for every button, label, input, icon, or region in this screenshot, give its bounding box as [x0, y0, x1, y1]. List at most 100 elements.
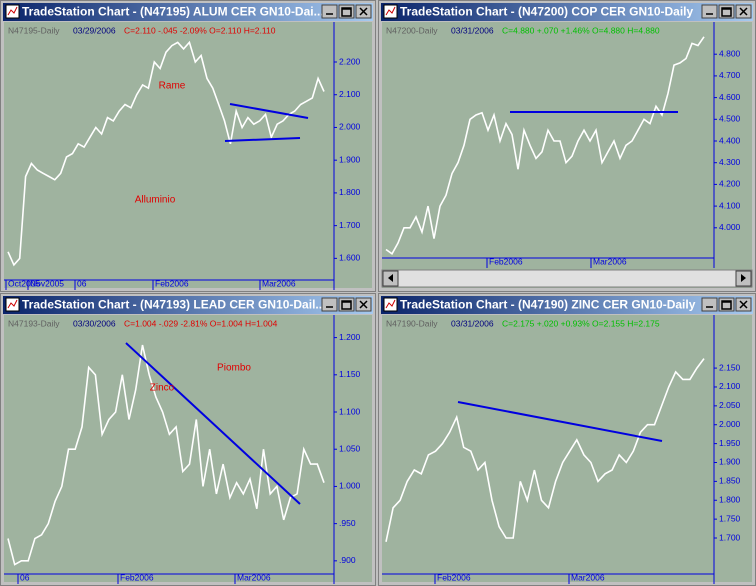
x-tick-label: Feb2006: [489, 256, 523, 266]
quote-date: 03/30/2006: [73, 318, 116, 328]
title-bar: [381, 296, 753, 314]
y-tick-label: 1.700: [719, 532, 741, 542]
annotation: Piombo: [217, 363, 251, 374]
maximize-glyph: [341, 300, 352, 310]
y-tick-label: 4.400: [719, 135, 741, 145]
x-tick-label: Nov2005: [30, 278, 64, 288]
window-icon-glyph: [385, 299, 396, 309]
trend-line: [125, 342, 301, 505]
x-tick-label: Feb2006: [155, 278, 189, 288]
symbol-name: N47190-Daily: [386, 318, 438, 328]
y-tick-label: 2.000: [339, 122, 361, 132]
title-bar: [3, 3, 373, 21]
y-tick-label: 4.500: [719, 114, 741, 124]
y-tick-label: 4.700: [719, 70, 741, 80]
x-tick-label: Feb2006: [437, 572, 471, 582]
plot-area: [382, 22, 752, 288]
annotation: Zinco: [150, 383, 175, 394]
window-icon-glyph: [385, 6, 396, 16]
y-tick-label: 2.000: [719, 419, 741, 429]
y-tick-label: 2.050: [719, 400, 741, 410]
quote: C=4.880 +.070 +1.46% O=4.880 H=4.880: [502, 25, 660, 35]
chart-window: TradeStation Chart - (N47200) COP CER GN…: [159, 0, 756, 292]
y-tick-label: .950: [339, 518, 356, 528]
window-title: TradeStation Chart - (N47193) LEAD CER G…: [22, 298, 325, 312]
quote: C=1.004 -.029 -2.81% O=1.004 H=1.004: [124, 318, 278, 328]
y-tick-label: 1.750: [719, 513, 741, 523]
minimize-button[interactable]: [321, 4, 338, 19]
y-tick-label: 1.200: [339, 332, 361, 342]
trend-line: [229, 103, 309, 119]
maximize-glyph: [721, 7, 732, 17]
y-tick-label: 1.150: [339, 369, 361, 379]
close-glyph: [359, 300, 368, 309]
annotation: Rame: [159, 81, 186, 92]
plot-area: [4, 22, 372, 288]
chart-window: TradeStation Chart - (N47195) ALUM CER G…: [0, 0, 376, 292]
y-tick-label: 1.950: [719, 438, 741, 448]
trend-line: [457, 401, 663, 442]
chart-window: TradeStation Chart - (N47193) LEAD CER G…: [0, 293, 376, 586]
symbol-name: N47200-Daily: [386, 25, 438, 35]
minimize-button[interactable]: [701, 4, 718, 19]
y-tick-label: 1.900: [339, 154, 361, 164]
maximize-glyph: [721, 300, 732, 310]
trend-line: [224, 137, 301, 142]
y-tick-label: 1.000: [339, 481, 361, 491]
title-bar: [381, 3, 753, 21]
y-tick-label: 4.300: [719, 157, 741, 167]
quote-date: 03/31/2006: [451, 318, 494, 328]
scrollbar[interactable]: [381, 269, 753, 288]
price-line: [7, 344, 325, 566]
minimize-button[interactable]: [701, 297, 718, 312]
annotation: Alluminio: [135, 195, 176, 206]
minimize-button[interactable]: [321, 297, 338, 312]
plot-area: [382, 315, 752, 582]
symbol-name: N47193-Daily: [8, 318, 60, 328]
y-tick-label: 4.000: [719, 222, 741, 232]
window-icon-glyph: [7, 299, 18, 309]
price-line: [385, 358, 705, 542]
close-glyph: [359, 7, 368, 16]
x-tick-label: 06: [20, 572, 30, 582]
quote-date: 03/29/2006: [73, 25, 116, 35]
x-tick-label: Mar2006: [262, 278, 296, 288]
window-title: TradeStation Chart - (N47195) ALUM CER G…: [22, 5, 324, 19]
x-tick-label: Mar2006: [593, 256, 627, 266]
close-glyph: [739, 300, 748, 309]
y-tick-label: 1.800: [339, 187, 361, 197]
y-tick-label: 1.800: [719, 495, 741, 505]
window-title: TradeStation Chart - (N47190) ZINC CER G…: [400, 298, 696, 312]
window-title: TradeStation Chart - (N47200) COP CER GN…: [400, 5, 694, 19]
y-tick-label: 1.900: [719, 457, 741, 467]
quote: C=2.175 +.020 +0.93% O=2.155 H=2.175: [502, 318, 660, 328]
x-tick-label: Mar2006: [571, 572, 605, 582]
y-tick-label: 2.200: [339, 56, 361, 66]
close-glyph: [739, 7, 748, 16]
window-icon-glyph: [7, 6, 18, 16]
x-tick-label: Feb2006: [120, 572, 154, 582]
y-tick-label: 4.800: [719, 48, 741, 58]
plot-area: [4, 315, 372, 582]
y-tick-label: 2.100: [719, 381, 741, 391]
x-tick-label: 06: [77, 278, 87, 288]
symbol-name: N47195-Daily: [8, 25, 60, 35]
y-tick-label: 2.150: [719, 362, 741, 372]
y-tick-label: .900: [339, 555, 356, 565]
y-tick-label: 1.700: [339, 220, 361, 230]
y-tick-label: 1.100: [339, 406, 361, 416]
y-tick-label: 4.600: [719, 92, 741, 102]
maximize-glyph: [341, 7, 352, 17]
price-line: [385, 36, 705, 255]
y-tick-label: 1.050: [339, 443, 361, 453]
y-tick-label: 1.600: [339, 253, 361, 263]
quote-date: 03/31/2006: [451, 25, 494, 35]
y-tick-label: 4.200: [719, 179, 741, 189]
x-tick-label: Mar2006: [237, 572, 271, 582]
y-tick-label: 2.100: [339, 89, 361, 99]
x-tick-label: Oct2005: [8, 278, 40, 288]
title-bar: [3, 296, 373, 314]
y-tick-label: 4.100: [719, 200, 741, 210]
chart-window: TradeStation Chart - (N47190) ZINC CER G…: [150, 293, 756, 586]
